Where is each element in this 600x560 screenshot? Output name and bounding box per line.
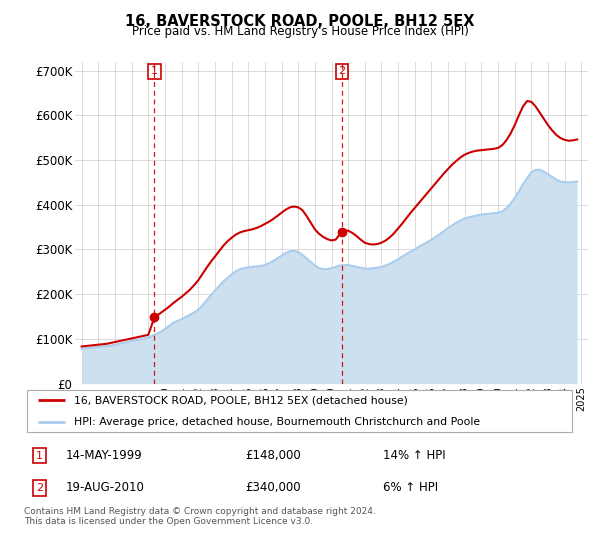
Text: 16, BAVERSTOCK ROAD, POOLE, BH12 5EX: 16, BAVERSTOCK ROAD, POOLE, BH12 5EX: [125, 14, 475, 29]
FancyBboxPatch shape: [27, 390, 572, 432]
Text: £340,000: £340,000: [245, 482, 301, 494]
Text: Contains HM Land Registry data © Crown copyright and database right 2024.
This d: Contains HM Land Registry data © Crown c…: [24, 507, 376, 526]
Text: 1: 1: [36, 451, 43, 461]
Text: 19-AUG-2010: 19-AUG-2010: [65, 482, 144, 494]
Text: 6% ↑ HPI: 6% ↑ HPI: [383, 482, 438, 494]
Text: 14% ↑ HPI: 14% ↑ HPI: [383, 449, 445, 462]
Text: 1: 1: [151, 67, 158, 76]
Text: 14-MAY-1999: 14-MAY-1999: [65, 449, 142, 462]
Text: HPI: Average price, detached house, Bournemouth Christchurch and Poole: HPI: Average price, detached house, Bour…: [74, 417, 480, 427]
Text: 2: 2: [36, 483, 43, 493]
Text: Price paid vs. HM Land Registry's House Price Index (HPI): Price paid vs. HM Land Registry's House …: [131, 25, 469, 38]
Text: 2: 2: [338, 67, 346, 76]
Text: £148,000: £148,000: [245, 449, 301, 462]
Text: 16, BAVERSTOCK ROAD, POOLE, BH12 5EX (detached house): 16, BAVERSTOCK ROAD, POOLE, BH12 5EX (de…: [74, 395, 407, 405]
